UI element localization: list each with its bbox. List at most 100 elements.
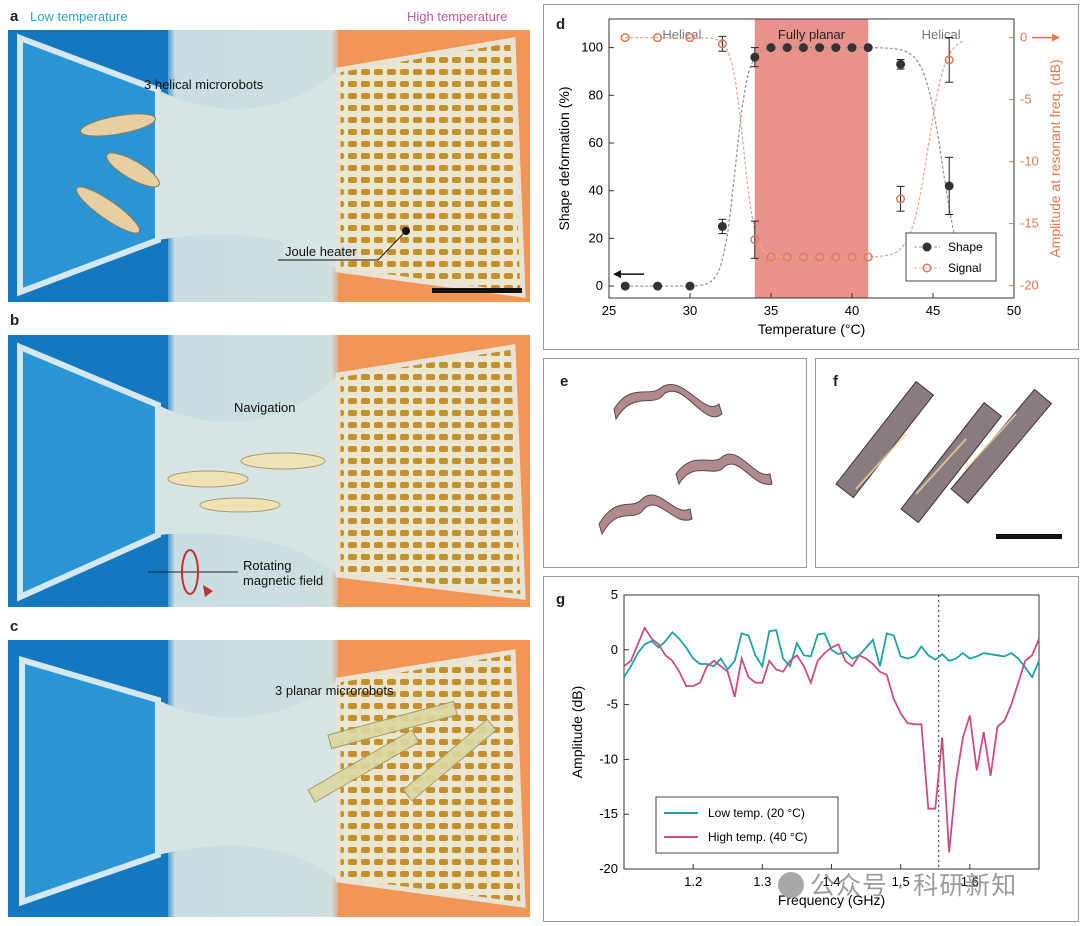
shape-point xyxy=(847,43,857,53)
panel-label-g: g xyxy=(556,591,566,608)
x-tick-label: 1.5 xyxy=(892,874,910,889)
photo-panel-a: 3 helical microrobots Joule heater xyxy=(8,30,530,302)
x-tick-label: 45 xyxy=(926,303,940,318)
signal-point xyxy=(782,252,792,262)
watermark-text: 公众号 · 科研新知 xyxy=(810,872,1018,900)
x-tick-label: 25 xyxy=(602,303,616,318)
y2-tick-label: -20 xyxy=(1020,278,1039,293)
y2-axis-title: Amplitude at resonant freq. (dB) xyxy=(1047,59,1063,257)
panel-label-f: f xyxy=(833,373,838,390)
y-tick-label: 0 xyxy=(596,278,603,293)
low-temp-line xyxy=(623,629,1040,680)
y-tick-label: -5 xyxy=(606,697,618,712)
x-tick-label: 1.2 xyxy=(684,874,702,889)
scale-bar xyxy=(996,534,1062,539)
shape-point xyxy=(685,281,695,291)
signal-point xyxy=(847,252,857,262)
region-label-0: Helical xyxy=(662,27,701,42)
rotating-field-label: Rotating magnetic field xyxy=(243,558,323,588)
high-temp-line xyxy=(623,625,1040,853)
signal-point xyxy=(766,252,776,262)
panel-label-e: e xyxy=(560,373,569,390)
signal-point xyxy=(620,33,630,43)
shape-point xyxy=(798,43,808,53)
helical-microrobots-label: 3 helical microrobots xyxy=(144,77,264,92)
region-label-2: Helical xyxy=(922,27,961,42)
shape-point xyxy=(782,43,792,53)
y-tick-label: 60 xyxy=(589,135,603,150)
shape-point xyxy=(831,43,841,53)
y-tick-label: 5 xyxy=(611,587,618,602)
y-tick-label: -20 xyxy=(599,861,618,876)
y-tick-label: -10 xyxy=(599,751,618,766)
shape-point xyxy=(750,52,760,62)
amplitude-frequency-chart: 1.2 1.3 1.4 1.5 1.6 5 0 -5 -10 -15 -20 Frequency (G… xyxy=(569,587,1040,908)
y-axis-title: Amplitude (dB) xyxy=(569,686,585,779)
signal-point xyxy=(815,252,825,262)
signal-point xyxy=(896,194,906,204)
panel-d-frame: Helical Fully planar Helical 25 30 35 40 45 50 0 2… xyxy=(543,4,1079,350)
y-tick-label: 0 xyxy=(611,642,618,657)
shape-point xyxy=(717,221,727,231)
panel-f-frame xyxy=(815,358,1079,568)
signal-point xyxy=(685,33,695,43)
photo-a-illustration xyxy=(8,30,530,302)
signal-point xyxy=(944,55,954,65)
rotating-field-line1: Rotating xyxy=(243,558,292,573)
y2-tick-label: -5 xyxy=(1020,92,1032,107)
y2-tick-label: 0 xyxy=(1020,30,1027,45)
planar-region-band xyxy=(754,19,869,298)
x-axis-title: Temperature (°C) xyxy=(758,321,866,337)
high-temperature-label: High temperature xyxy=(407,9,508,24)
rotating-field-line2: magnetic field xyxy=(243,573,324,588)
legend-shape-label: Shape xyxy=(948,240,983,254)
panel-label-c: c xyxy=(10,618,19,635)
photo-panel-b: Navigation Rotating magnetic field xyxy=(8,335,530,607)
joule-heater-label: Joule heater xyxy=(283,244,359,259)
legend-signal-label: Signal xyxy=(948,261,981,275)
legend-label-1: High temp. (40 °C) xyxy=(708,830,808,844)
low-temperature-label: Low temperature xyxy=(30,9,128,24)
wechat-icon xyxy=(778,872,804,898)
signal-point xyxy=(717,39,727,49)
x-tick-label: 1.4 xyxy=(822,874,840,889)
legend-label-0: Low temp. (20 °C) xyxy=(708,806,805,820)
y-tick-label: 100 xyxy=(581,40,603,55)
panel-e-micrograph xyxy=(598,384,773,536)
shape-point xyxy=(766,43,776,53)
shape-point xyxy=(815,43,825,53)
panel-f-micrograph xyxy=(835,380,1062,539)
y-axis-title: Shape deformation (%) xyxy=(556,87,572,231)
legend-box xyxy=(905,232,997,282)
left-axis-arrowhead xyxy=(613,270,621,279)
panel-label-d: d xyxy=(556,16,566,33)
shape-fit-curve xyxy=(625,46,965,287)
region-label-1: Fully planar xyxy=(778,27,846,42)
signal-point xyxy=(653,33,663,43)
panel-label-a: a xyxy=(10,8,19,25)
y-tick-label: 40 xyxy=(589,183,603,198)
y-tick-label: 20 xyxy=(589,230,603,245)
y2-tick-label: -10 xyxy=(1020,154,1039,169)
navigation-label: Navigation xyxy=(234,400,296,415)
shape-point xyxy=(896,59,906,69)
x-tick-label: 1.6 xyxy=(961,874,979,889)
x-tick-label: 50 xyxy=(1007,303,1021,318)
photo-panel-c: 3 planar microrobots xyxy=(8,640,530,917)
signal-point xyxy=(863,252,873,262)
x-tick-label: 35 xyxy=(764,303,778,318)
y-tick-label: -15 xyxy=(599,806,618,821)
x-tick-label: 40 xyxy=(845,303,859,318)
y-tick-label: 80 xyxy=(589,87,603,102)
signal-point xyxy=(750,235,760,245)
legend-shape-marker xyxy=(922,242,932,252)
legend-signal-marker xyxy=(922,263,932,273)
shape-point xyxy=(863,43,873,53)
x-tick-label: 1.3 xyxy=(753,874,771,889)
watermark: 公众号 · 科研新知 xyxy=(778,866,1017,902)
x-tick-label: 30 xyxy=(683,303,697,318)
panel-e-frame xyxy=(543,358,807,568)
photo-c-illustration xyxy=(8,640,530,917)
right-axis-arrowhead xyxy=(1052,33,1060,42)
shape-point xyxy=(653,281,663,291)
